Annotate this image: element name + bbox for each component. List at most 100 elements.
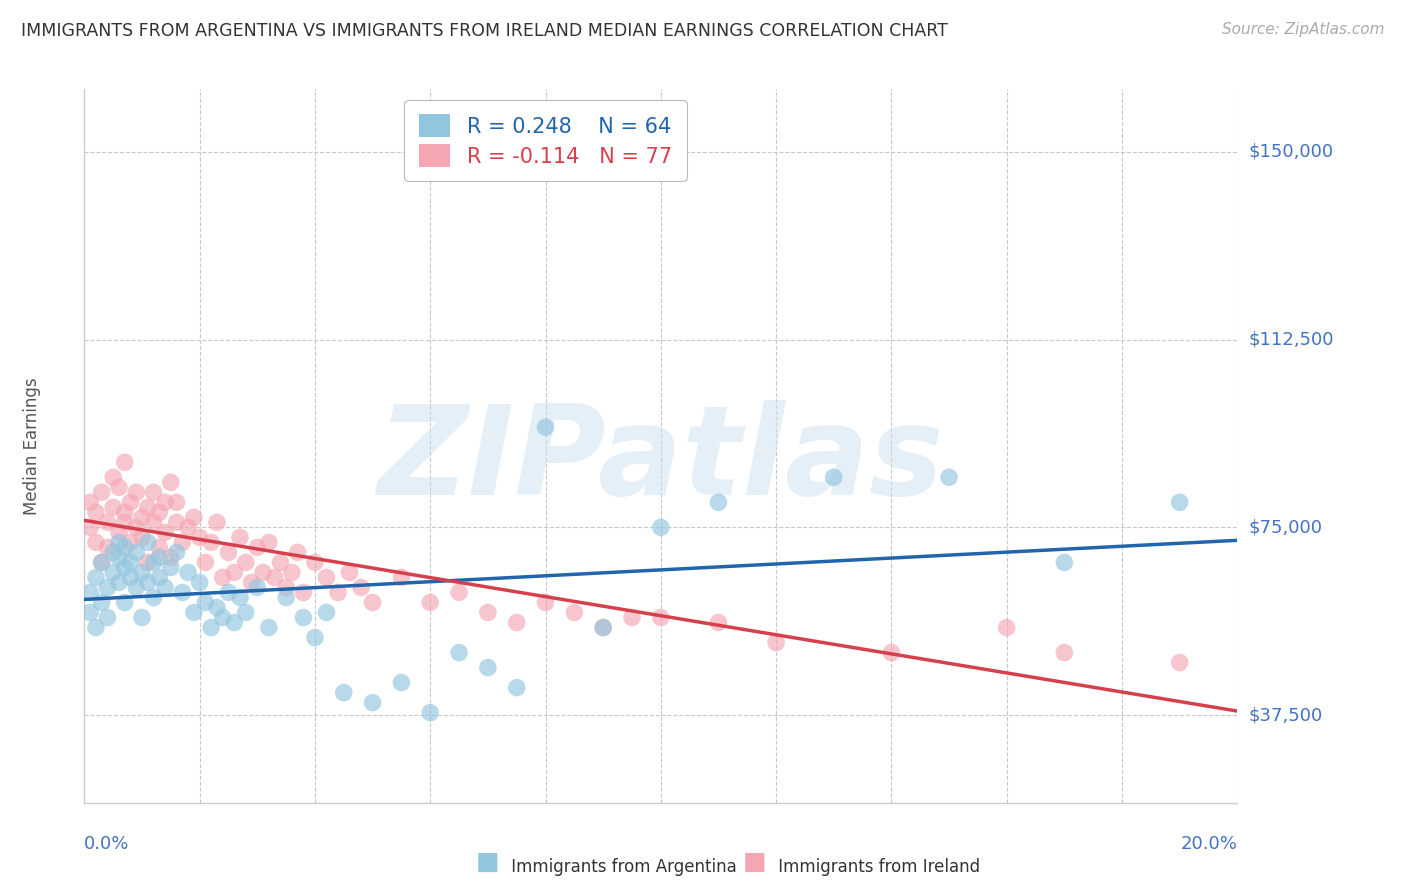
Point	[103, 545, 124, 559]
Point	[257, 621, 280, 635]
Point	[292, 585, 315, 599]
Point	[166, 495, 188, 509]
Point	[235, 556, 257, 570]
Point	[246, 541, 269, 555]
Point	[131, 510, 153, 524]
Point	[114, 505, 136, 519]
Point	[188, 530, 211, 544]
Point	[274, 591, 298, 605]
Point	[211, 610, 233, 624]
Point	[79, 495, 101, 509]
Point	[96, 610, 118, 624]
Point	[292, 610, 315, 624]
Point	[224, 615, 246, 630]
Point	[477, 606, 499, 620]
Point	[707, 615, 730, 630]
Point	[153, 581, 176, 595]
Point	[534, 420, 557, 434]
Point	[96, 516, 118, 530]
Point	[166, 516, 188, 530]
Text: $150,000: $150,000	[1249, 143, 1333, 161]
Point	[142, 556, 165, 570]
Point	[114, 541, 136, 555]
Point	[153, 495, 176, 509]
Point	[120, 570, 142, 584]
Point	[269, 556, 291, 570]
Point	[391, 675, 413, 690]
Point	[79, 585, 101, 599]
Point	[120, 535, 142, 549]
Point	[96, 541, 118, 555]
Point	[350, 581, 373, 595]
Point	[136, 535, 159, 549]
Point	[281, 566, 304, 580]
Point	[114, 516, 136, 530]
Point	[79, 606, 101, 620]
Text: $112,500: $112,500	[1249, 331, 1334, 349]
Point	[148, 505, 170, 519]
Point	[217, 585, 239, 599]
Point	[90, 485, 112, 500]
Point	[200, 621, 222, 635]
Point	[172, 535, 194, 549]
Point	[252, 566, 274, 580]
Point	[160, 475, 183, 490]
Point	[1053, 556, 1076, 570]
Point	[108, 480, 131, 494]
Point	[90, 595, 112, 609]
Point	[447, 585, 470, 599]
Point	[506, 681, 529, 695]
Point	[823, 470, 845, 484]
Point	[160, 560, 183, 574]
Point	[361, 696, 384, 710]
Point	[177, 566, 200, 580]
Point	[188, 575, 211, 590]
Point	[120, 495, 142, 509]
Point	[183, 510, 205, 524]
Point	[172, 585, 194, 599]
Point	[142, 485, 165, 500]
Point	[103, 566, 124, 580]
Text: Immigrants from Ireland: Immigrants from Ireland	[773, 858, 980, 876]
Point	[447, 646, 470, 660]
Point	[108, 550, 131, 565]
Point	[84, 505, 107, 519]
Point	[131, 530, 153, 544]
Point	[880, 646, 903, 660]
Point	[108, 535, 131, 549]
Point	[304, 631, 326, 645]
Point	[304, 556, 326, 570]
Text: Median Earnings: Median Earnings	[24, 377, 42, 515]
Point	[205, 516, 228, 530]
Legend: R = 0.248    N = 64, R = -0.114   N = 77: R = 0.248 N = 64, R = -0.114 N = 77	[405, 100, 686, 181]
Point	[506, 615, 529, 630]
Point	[103, 500, 124, 515]
Point	[650, 520, 672, 534]
Point	[995, 621, 1018, 635]
Point	[1053, 646, 1076, 660]
Point	[229, 591, 252, 605]
Point	[621, 610, 644, 624]
Point	[103, 470, 124, 484]
Point	[136, 556, 159, 570]
Point	[194, 556, 217, 570]
Point	[131, 566, 153, 580]
Point	[592, 621, 614, 635]
Text: Source: ZipAtlas.com: Source: ZipAtlas.com	[1222, 22, 1385, 37]
Point	[148, 570, 170, 584]
Point	[274, 581, 298, 595]
Point	[120, 556, 142, 570]
Point	[315, 606, 337, 620]
Point	[177, 520, 200, 534]
Point	[263, 570, 285, 584]
Point	[84, 621, 107, 635]
Text: 0.0%: 0.0%	[84, 835, 129, 853]
Point	[125, 545, 148, 559]
Point	[183, 606, 205, 620]
Point	[125, 485, 148, 500]
Point	[125, 581, 148, 595]
Point	[1168, 656, 1191, 670]
Point	[194, 595, 217, 609]
Text: Immigrants from Argentina: Immigrants from Argentina	[506, 858, 737, 876]
Point	[136, 500, 159, 515]
